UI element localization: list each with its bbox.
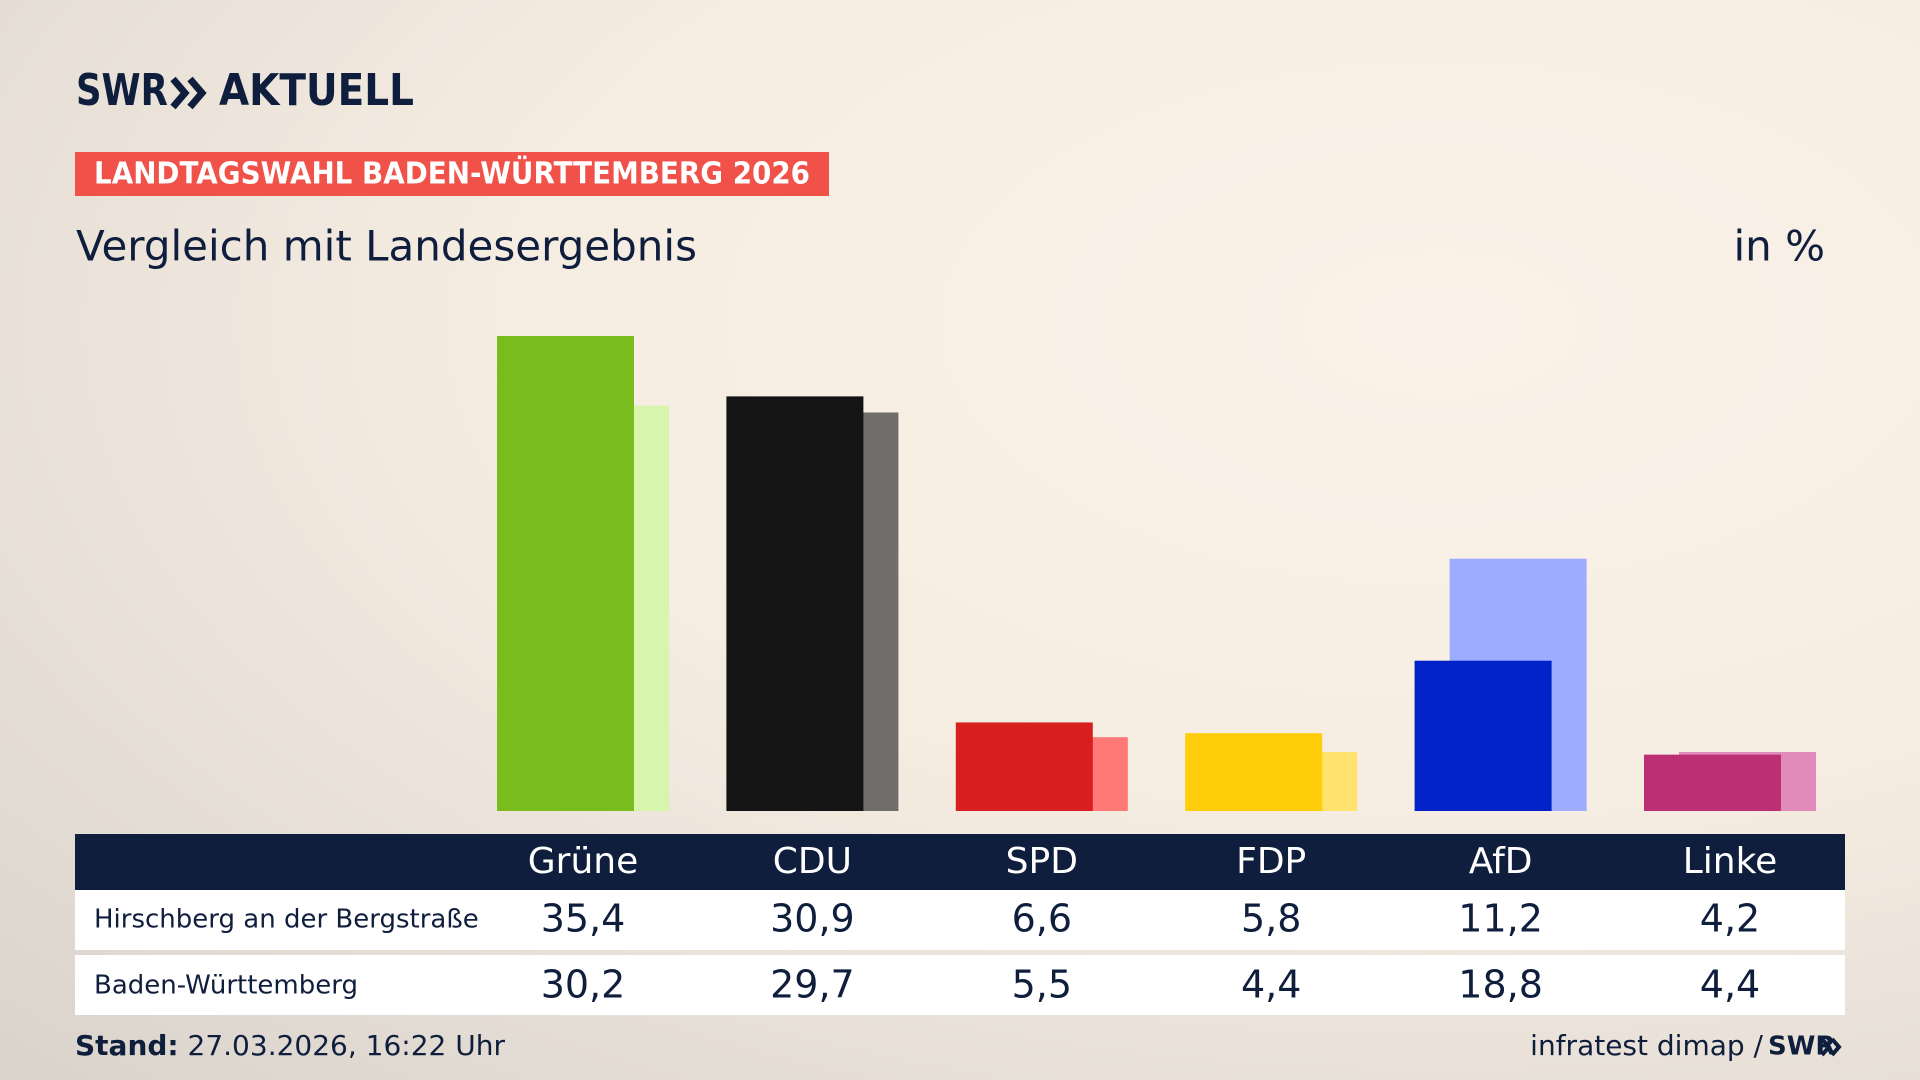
- table-row: [75, 890, 1845, 950]
- table-row: [75, 955, 1845, 1015]
- footer-stand: Stand: 27.03.2026, 16:22 Uhr: [75, 1029, 505, 1062]
- footer-chevrons: [1820, 1037, 1842, 1057]
- value-label: 4,2: [1700, 897, 1760, 941]
- value-label: 5,5: [1012, 963, 1072, 1007]
- category-label: AfD: [1469, 841, 1533, 882]
- bar: [1414, 660, 1552, 811]
- value-label: 6,6: [1012, 897, 1072, 941]
- table-header: [75, 834, 1845, 890]
- category-label: Grüne: [528, 841, 638, 882]
- value-label: 5,8: [1241, 897, 1301, 941]
- value-label: 4,4: [1700, 963, 1760, 1007]
- badge: LANDTAGSWAHL BADEN-WÜRTTEMBERG 2026: [94, 155, 810, 192]
- stand-value: 27.03.2026, 16:22 Uhr: [188, 1029, 506, 1062]
- value-label: 11,2: [1458, 897, 1543, 941]
- value-label: 35,4: [541, 897, 626, 941]
- value-label: 18,8: [1458, 963, 1543, 1007]
- series-name: Hirschberg an der Bergstraße: [94, 905, 479, 935]
- category-label: SPD: [1006, 841, 1078, 882]
- bar: [726, 396, 864, 811]
- category-label: Linke: [1683, 841, 1778, 882]
- bar: [497, 336, 634, 811]
- badge-bg: [75, 152, 829, 196]
- value-label: 30,2: [541, 963, 626, 1007]
- stand-label: Stand:: [75, 1029, 179, 1062]
- chart-title: Vergleich mit Landesergebnis: [76, 222, 697, 271]
- footer-source: infratest dimap /: [1530, 1029, 1763, 1062]
- value-label: 30,9: [770, 897, 855, 941]
- logo-chevrons: [170, 76, 207, 110]
- logo-product: AKTUELL: [219, 65, 414, 116]
- unit: in %: [1733, 222, 1825, 271]
- logo-brand: SWR: [76, 65, 168, 116]
- bar: [1185, 733, 1323, 811]
- bar: [955, 722, 1093, 811]
- series-name: Baden-Württemberg: [94, 971, 358, 1001]
- footer-brand: SWR: [1768, 1032, 1835, 1062]
- value-label: 4,4: [1241, 963, 1301, 1007]
- category-label: CDU: [773, 841, 852, 882]
- category-label: FDP: [1236, 841, 1306, 882]
- value-label: 29,7: [770, 963, 855, 1007]
- bar: [1644, 754, 1781, 811]
